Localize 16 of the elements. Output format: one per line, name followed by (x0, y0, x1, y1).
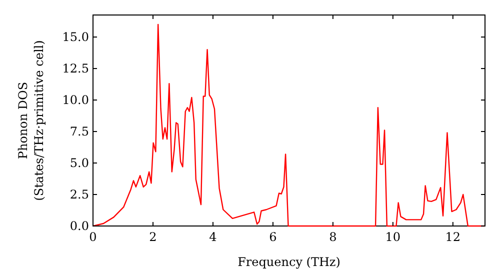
y-tick-label: 10.0 (62, 93, 89, 108)
y-tick-label: 5.0 (70, 156, 89, 170)
y-tick-label: 15.0 (62, 30, 89, 44)
y-tick-label: 12.5 (62, 62, 89, 76)
y-tick-label: 0.0 (70, 219, 89, 234)
x-tick-label: 12 (445, 230, 461, 244)
x-tick-label: 4 (209, 230, 218, 244)
x-tick-label: 10 (385, 230, 401, 244)
x-tick-label: 0 (89, 230, 97, 244)
x-tick-label: 6 (269, 230, 277, 244)
x-tick-label: 8 (329, 230, 337, 244)
y-tick-label: 7.5 (70, 124, 89, 139)
y-axis-title: Phonon DOS (States/THz·primitive cell) (16, 40, 46, 201)
y-tick-label: 2.5 (70, 188, 89, 202)
x-axis-title: Frequency (THz) (238, 255, 340, 269)
x-tick-label: 2 (149, 230, 157, 244)
